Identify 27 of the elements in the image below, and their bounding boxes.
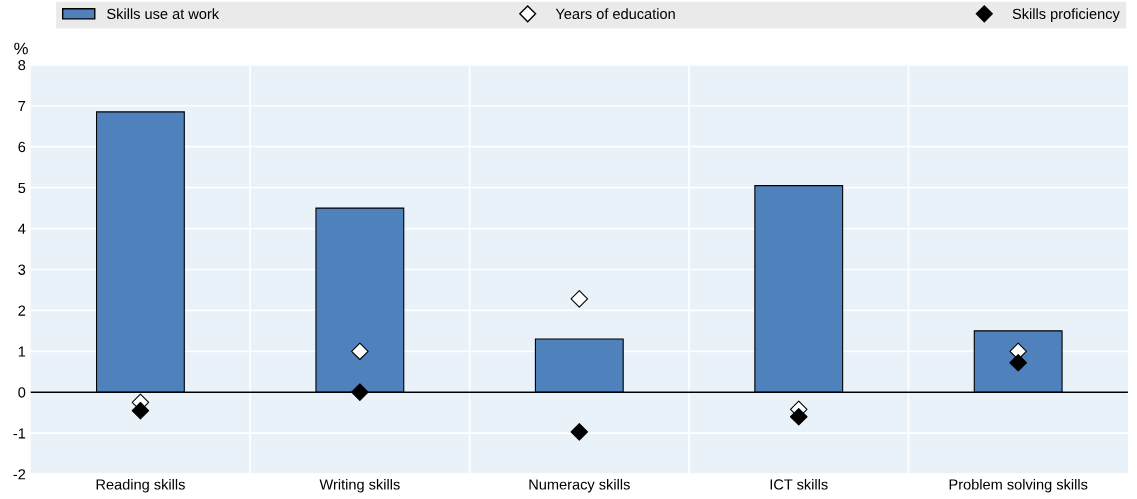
x-tick-label: ICT skills — [770, 478, 828, 490]
y-tick-label: -1 — [13, 428, 26, 439]
y-tick-label: 1 — [18, 346, 26, 357]
y-tick-label: 7 — [18, 101, 26, 112]
y-tick-label: 5 — [18, 182, 26, 194]
x-tick-label: Numeracy skills — [529, 478, 630, 493]
point — [570, 423, 589, 441]
y-tick-label: 6 — [18, 141, 26, 153]
y-tick-label: 4 — [18, 223, 26, 234]
point — [351, 383, 369, 401]
legend-label: Skills proficiency — [1012, 8, 1120, 22]
y-tick-label: 2 — [18, 305, 26, 316]
x-tick-label: Writing skills — [319, 478, 400, 493]
x-tick-label: Problem solving skills — [949, 478, 1088, 493]
point — [570, 290, 589, 308]
point — [131, 401, 150, 420]
legend-label: Skills use at work — [107, 8, 220, 20]
y-axis-title: % — [14, 42, 28, 55]
y-tick-label: 3 — [18, 264, 26, 275]
point — [351, 342, 369, 361]
point — [1009, 353, 1027, 372]
x-tick-label: Reading skills — [96, 478, 185, 493]
y-tick-label: 8 — [18, 59, 26, 71]
legend-label: Years of education — [555, 8, 675, 20]
y-tick-label: 0 — [18, 387, 26, 398]
y-tick-label: -2 — [13, 469, 26, 480]
point — [789, 407, 808, 426]
